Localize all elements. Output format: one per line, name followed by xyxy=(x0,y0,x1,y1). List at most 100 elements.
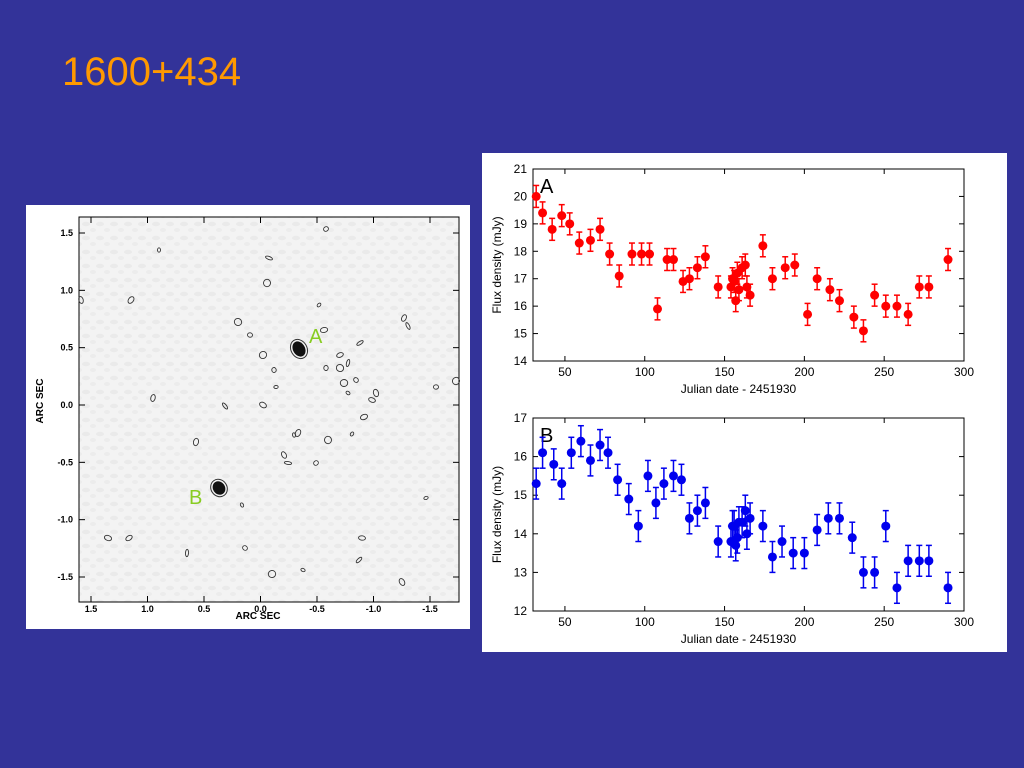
data-point xyxy=(892,301,902,311)
data-point xyxy=(858,326,868,336)
noise-contour xyxy=(368,397,376,403)
radio-y-tick-label: 1.5 xyxy=(60,228,73,238)
noise-contour xyxy=(358,535,366,541)
x-tick-label: 150 xyxy=(715,615,735,629)
data-point xyxy=(595,224,605,234)
y-tick-label: 17 xyxy=(514,411,528,425)
noise-contour xyxy=(423,495,429,501)
data-point xyxy=(731,296,741,306)
data-point xyxy=(614,271,624,281)
radio-map-frame xyxy=(78,216,460,603)
y-tick-label: 18 xyxy=(514,244,528,258)
noise-contour xyxy=(221,402,229,410)
data-point xyxy=(585,235,595,245)
panel-label: A xyxy=(540,176,554,198)
x-tick-label: 200 xyxy=(794,615,814,629)
data-point xyxy=(574,238,584,248)
noise-contour xyxy=(398,578,406,586)
y-tick-label: 17 xyxy=(514,272,528,286)
radio-x-tick-label: 1.5 xyxy=(85,604,98,614)
data-point xyxy=(643,471,653,481)
x-tick-label: 50 xyxy=(558,365,572,379)
x-tick-label: 100 xyxy=(635,615,655,629)
radio-x-tick-label: 1.0 xyxy=(141,604,154,614)
noise-contour xyxy=(405,322,411,330)
data-point xyxy=(662,255,672,265)
data-point xyxy=(566,448,576,458)
data-point xyxy=(605,249,615,259)
data-point xyxy=(767,552,777,562)
data-point xyxy=(914,282,924,292)
noise-contour xyxy=(150,394,156,402)
noise-contour xyxy=(125,534,133,542)
x-tick-label: 250 xyxy=(874,365,894,379)
radio-y-tick-label: -0.5 xyxy=(57,457,73,467)
data-point xyxy=(881,301,891,311)
slide-title: 1600+434 xyxy=(62,50,242,94)
data-point xyxy=(653,304,663,314)
data-point xyxy=(758,241,768,251)
radio-x-axis-label: ARC SEC xyxy=(235,611,280,622)
data-point xyxy=(758,521,768,531)
radio-x-tick-label: -1.0 xyxy=(366,604,382,614)
noise-contour xyxy=(324,435,332,445)
y-tick-label: 19 xyxy=(514,217,528,231)
data-point xyxy=(803,309,813,319)
data-point xyxy=(531,191,541,201)
noise-contour xyxy=(192,437,200,447)
data-point xyxy=(943,255,953,265)
data-point xyxy=(858,567,868,577)
radio-x-tick-label: -1.5 xyxy=(422,604,438,614)
data-point xyxy=(742,529,752,539)
data-point xyxy=(740,260,750,270)
light-curves-panel: 50 100 150 200 250 300 14 15 16 17 18 19 20 21 Julian … xyxy=(482,153,1007,652)
radio-x-tick-label: 0.0 xyxy=(254,604,267,614)
data-point xyxy=(627,249,637,259)
noise-contour xyxy=(451,376,461,386)
x-tick-label: 150 xyxy=(715,365,735,379)
noise-contours xyxy=(78,226,461,586)
data-point xyxy=(881,521,891,531)
y-tick-label: 16 xyxy=(514,450,528,464)
panel-label: B xyxy=(540,425,553,447)
data-point xyxy=(914,556,924,566)
data-point xyxy=(613,475,623,485)
noise-contour xyxy=(271,367,277,373)
noise-contour xyxy=(258,350,268,360)
data-point xyxy=(557,211,567,221)
noise-contour xyxy=(323,365,329,371)
noise-contour xyxy=(78,296,84,304)
noise-contour xyxy=(259,401,267,409)
radio-map-ticks: 1.5 1.0 0.5 0.0 -0.5 -1.0 -1.5 1.5 1.0 0.5 0.0 -0.5… xyxy=(57,217,459,614)
noise-contour xyxy=(281,451,287,459)
data-point xyxy=(734,285,744,295)
y-tick-label: 14 xyxy=(514,354,528,368)
noise-contour xyxy=(335,363,345,373)
radio-map: 1.5 1.0 0.5 0.0 -0.5 -1.0 -1.5 1.5 1.0 0.5 0.0 -0.5… xyxy=(35,216,461,622)
data-point xyxy=(700,498,710,508)
x-tick-label: 300 xyxy=(954,365,974,379)
image-b-source xyxy=(210,478,228,498)
y-tick-label: 13 xyxy=(514,565,528,579)
radio-y-tick-label: 0.5 xyxy=(60,343,73,353)
data-point xyxy=(651,498,661,508)
data-point xyxy=(870,567,880,577)
data-point xyxy=(745,513,755,523)
noise-contour xyxy=(300,567,306,573)
data-point xyxy=(637,249,647,259)
noise-contour xyxy=(345,358,351,368)
image-b-label: B xyxy=(189,487,202,509)
data-point xyxy=(777,537,787,547)
plot-frame xyxy=(532,168,965,362)
y-tick-label: 14 xyxy=(514,527,528,541)
x-tick-label: 200 xyxy=(794,365,814,379)
noise-contour xyxy=(353,377,359,383)
y-tick-label: 16 xyxy=(514,299,528,313)
data-point xyxy=(825,285,835,295)
noise-contour xyxy=(242,545,248,551)
data-point xyxy=(790,260,800,270)
data-point xyxy=(538,448,548,458)
data-point xyxy=(924,282,934,292)
data-point xyxy=(549,459,559,469)
data-point xyxy=(645,249,655,259)
